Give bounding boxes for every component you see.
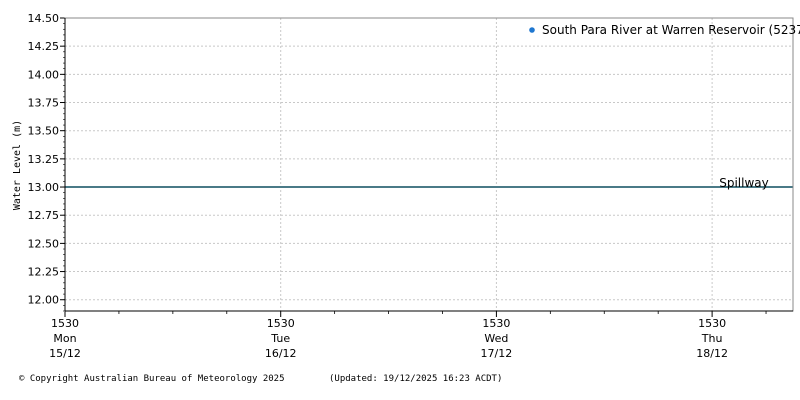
- chart-svg: 14.50 14.25 14.00 13.75 13.50 13.25 13.00 12.75…: [12, 12, 800, 360]
- copyright-text: © Copyright Australian Bureau of Meteoro…: [19, 374, 285, 384]
- y-tick-label: 14.00: [28, 68, 60, 81]
- x-tick-time: 1530: [51, 317, 79, 330]
- y-tick-label: 12.50: [28, 237, 60, 250]
- x-tick-day: Wed: [484, 332, 508, 345]
- x-tick-time: 1530: [698, 317, 726, 330]
- legend-marker: [529, 27, 535, 33]
- x-tick-date: 18/12: [696, 347, 728, 360]
- y-axis-label: Water Level (m): [12, 120, 23, 210]
- x-tick-date: 15/12: [49, 347, 81, 360]
- plot-frame: [64, 17, 794, 312]
- y-tick-label: 12.00: [28, 294, 60, 307]
- x-tick-time: 1530: [267, 317, 295, 330]
- y-tick-label: 12.25: [28, 266, 60, 279]
- y-tick-label: 13.50: [28, 125, 60, 138]
- y-tick-label: 14.25: [28, 40, 60, 53]
- y-tick-label: 13.25: [28, 153, 60, 166]
- y-tick-label: 12.75: [28, 209, 60, 222]
- x-tick-date: 17/12: [481, 347, 513, 360]
- x-tick-date: 16/12: [265, 347, 297, 360]
- spillway-label: Spillway: [719, 176, 769, 190]
- y-tick-label: 13.75: [28, 97, 60, 110]
- x-tick-day: Mon: [53, 332, 76, 345]
- y-tick-label: 14.50: [28, 12, 60, 25]
- legend-label: South Para River at Warren Reservoir (52…: [542, 23, 800, 37]
- x-tick-day: Tue: [270, 332, 290, 345]
- x-tick-day: Thu: [701, 332, 723, 345]
- y-tick-label: 13.00: [28, 181, 60, 194]
- updated-timestamp: (Updated: 19/12/2025 16:23 ACDT): [329, 374, 503, 384]
- x-tick-time: 1530: [482, 317, 510, 330]
